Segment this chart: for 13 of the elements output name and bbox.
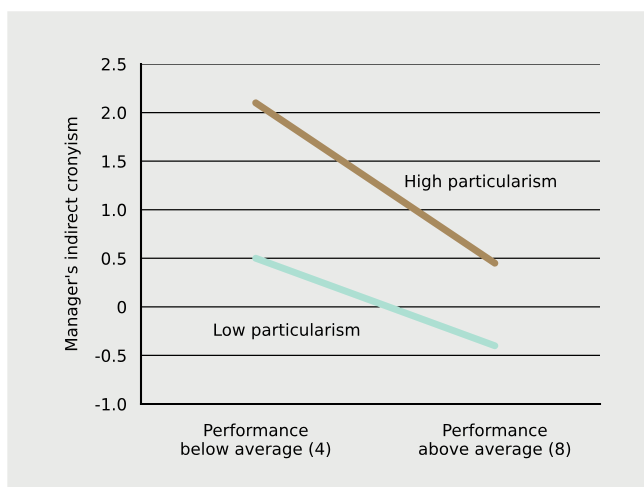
y-tick-label: 2.5	[102, 58, 126, 71]
series-label: Low particularism	[214, 323, 360, 340]
y-tick-label: 1.0	[102, 204, 126, 216]
y-tick-label: -1.0	[95, 398, 126, 411]
y-tick-label: 0.5	[102, 252, 126, 265]
y-tick-label: -0.5	[95, 349, 126, 362]
series-label: High particularism	[406, 174, 556, 191]
y-tick-label: 1.5	[102, 155, 126, 168]
y-tick-label: 2.0	[102, 106, 126, 120]
x-tick-label: Performance above average (8)	[419, 423, 570, 458]
y-tick-label: 0	[118, 300, 126, 314]
x-tick-label: Performance below average (4)	[181, 423, 330, 458]
y-axis-title: Manager's indirect cronyism	[64, 118, 81, 350]
